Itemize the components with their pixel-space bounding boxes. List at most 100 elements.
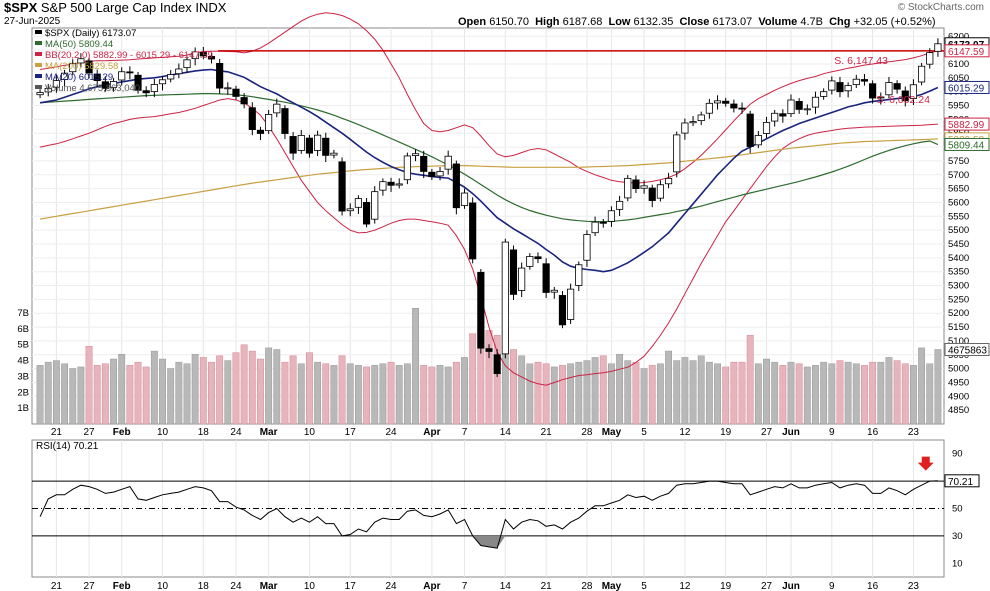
y-tick-label: 5000: [948, 364, 969, 375]
candle-body: [444, 155, 452, 170]
x-tick-label: Feb: [113, 427, 131, 438]
volume-tick-label: 6B: [17, 324, 29, 335]
rsi-x-tick-label: 21: [541, 581, 553, 591]
volume-bar: [877, 361, 885, 425]
volume-bar: [607, 363, 615, 425]
candle-body: [69, 63, 77, 73]
volume-bar: [836, 360, 844, 425]
rsi-x-tick-label: 27: [761, 581, 773, 591]
close-label: Close: [679, 16, 710, 28]
candle-body: [534, 256, 542, 260]
y-tick-label: 6050: [948, 73, 969, 84]
x-tick-label: 14: [500, 427, 512, 438]
candle-body: [509, 249, 518, 295]
volume-bar: [338, 355, 346, 425]
volume-bar: [616, 353, 624, 425]
candle-body: [926, 52, 934, 65]
candle-body: [60, 72, 69, 80]
candle-body: [191, 51, 199, 60]
x-tick-label: 19: [720, 427, 732, 438]
volume-bar: [363, 366, 371, 425]
volume-bar: [640, 368, 648, 425]
candle-body: [697, 114, 705, 122]
volume-tick-label: 1B: [17, 403, 29, 414]
candle-body: [632, 179, 640, 190]
volume-bar: [412, 308, 419, 425]
volume-bar: [787, 361, 795, 425]
y-tick-label: 5150: [948, 322, 969, 333]
candle-body: [44, 87, 52, 93]
support-annotation-low: S. 6,002.24: [876, 94, 930, 106]
legend-entry: MA(20) 6015.29: [45, 72, 113, 83]
y-tick-label: 5100: [948, 336, 969, 347]
rsi-x-tick-label: Feb: [113, 581, 131, 591]
volume-bar: [444, 366, 452, 425]
y-tick-label: 5250: [948, 294, 969, 305]
candle-body: [689, 121, 697, 124]
volume-bar: [61, 363, 69, 425]
ma200-line: [39, 138, 938, 220]
legend-swatch: [35, 30, 42, 34]
volume-tick-label: 7B: [17, 308, 29, 319]
volume-bar: [542, 363, 550, 425]
support-annotation-high: S. 6,147.43: [834, 55, 888, 67]
candle-body: [730, 103, 738, 109]
volume-bar: [142, 366, 150, 425]
bb-lower-line: [39, 98, 938, 386]
volume-bar: [44, 361, 52, 425]
candle-body: [648, 187, 656, 201]
x-tick-label: 18: [198, 427, 210, 438]
rsi-x-tick-label: 24: [230, 581, 242, 591]
arrow-down-icon: [917, 456, 934, 471]
candle-body: [664, 177, 673, 185]
candle-body: [150, 84, 158, 92]
candle-body: [713, 100, 722, 104]
volume-bar: [150, 350, 158, 425]
rsi-x-tick-label: 10: [157, 581, 169, 591]
volume-bar: [118, 353, 126, 425]
y-tick-label: 5650: [948, 184, 969, 195]
candle-body: [746, 113, 754, 147]
candle-body: [501, 241, 509, 355]
y-tick-label: 4900: [948, 391, 969, 402]
x-tick-label: 23: [908, 427, 920, 438]
rsi-x-tick-label: 16: [867, 581, 879, 591]
volume-bar: [754, 363, 762, 425]
volume-bar: [656, 363, 664, 425]
volume-bar: [69, 368, 77, 425]
candle-body: [493, 354, 501, 374]
x-tick-label: 5: [641, 427, 647, 438]
rsi-x-tick-label: 14: [500, 581, 512, 591]
candle-body: [338, 161, 346, 212]
candle-body: [918, 65, 926, 83]
candle-body: [803, 108, 811, 111]
candle-body: [934, 43, 942, 52]
volume-tick-label: 5B: [17, 340, 29, 351]
volume-bar: [110, 358, 117, 425]
rsi-x-tick-label: 24: [385, 581, 397, 591]
index-name: S&P 500 Large Cap Index: [40, 0, 192, 15]
candle-body: [673, 134, 681, 173]
price-tag-box: [944, 80, 990, 94]
y-tick-label: 5700: [948, 170, 969, 181]
candle-body: [722, 100, 730, 104]
volume-bar: [681, 357, 689, 425]
volume-bar: [248, 350, 256, 425]
volume-bar: [493, 334, 501, 425]
low-value: 6132.35: [633, 16, 674, 28]
x-tick-label: 24: [230, 427, 242, 438]
rsi-x-tick-label: Jun: [782, 581, 800, 591]
rsi-x-tick-label: 28: [581, 581, 593, 591]
candle-body: [232, 88, 240, 97]
candle-body: [240, 97, 248, 105]
candle-body: [787, 99, 795, 115]
candle-body: [844, 85, 852, 92]
candle-body: [860, 79, 869, 82]
candle-body: [591, 221, 599, 234]
rsi-tick-label: 50: [952, 504, 963, 515]
bb-upper-line: [40, 12, 939, 184]
volume-bar: [159, 358, 166, 425]
y-tick-label: 5400: [948, 253, 969, 264]
volume-bar: [934, 349, 942, 425]
